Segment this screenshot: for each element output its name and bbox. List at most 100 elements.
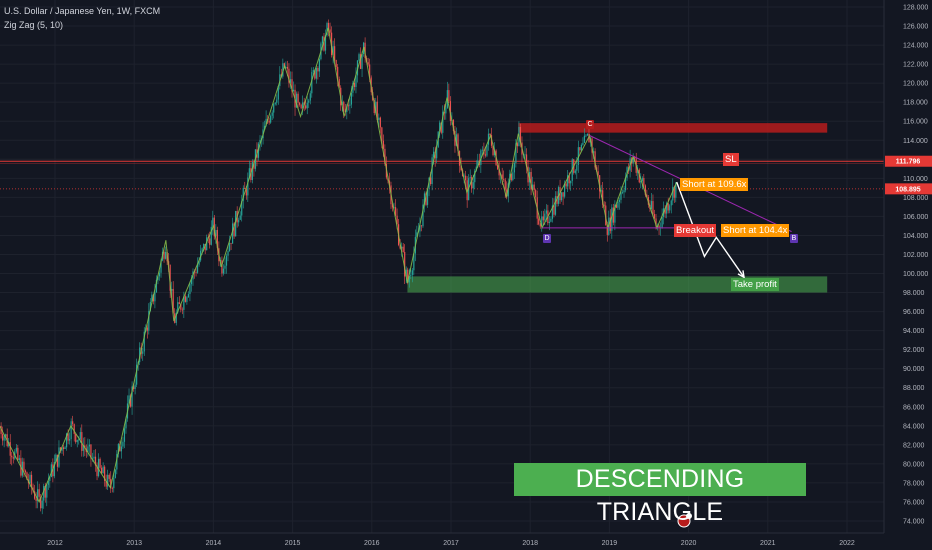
candle-body: [15, 447, 17, 452]
price-tick-label: 98.000: [903, 290, 925, 297]
price-axis[interactable]: 74.000 76.000 78.000 80.000 82.000 84.000 86.0…: [883, 0, 928, 533]
candle-body: [583, 135, 586, 143]
pattern-title: DESCENDING TRIANGLE: [514, 463, 806, 526]
candle-body: [97, 458, 100, 477]
candle-body: [664, 208, 666, 214]
candle-body: [550, 218, 552, 222]
candle-body: [35, 498, 37, 501]
candle-body: [545, 210, 547, 214]
candle-body: [576, 165, 578, 171]
candle-body: [419, 225, 421, 232]
price-tick-label: 94.000: [903, 328, 925, 335]
indicator-label[interactable]: Zig Zag (5, 10): [4, 20, 64, 30]
candle-body: [600, 190, 602, 192]
event-icon[interactable]: [677, 513, 692, 528]
candle-body: [299, 102, 301, 105]
time-axis[interactable]: 2012 2013 2014 2015 2016 2017 2018 2019 2020 2021…: [0, 532, 884, 547]
candle-body: [586, 133, 589, 136]
candle-body: [265, 118, 267, 126]
candle-body: [318, 59, 321, 72]
candle-body: [50, 464, 52, 477]
candle-body: [527, 166, 529, 183]
candle-body: [12, 457, 14, 459]
candle-body: [222, 268, 225, 274]
price-tick-label: 82.000: [903, 442, 925, 449]
candle-body: [132, 386, 135, 390]
candle-body: [321, 36, 324, 44]
candle-body: [204, 243, 206, 251]
candle-body: [151, 294, 153, 302]
candle-body: [548, 221, 550, 224]
candle-body: [40, 496, 42, 509]
candle-body: [62, 447, 65, 450]
candle-body: [404, 251, 406, 277]
candle-body: [367, 62, 369, 65]
candle-body: [184, 296, 186, 302]
candle-body: [277, 86, 279, 100]
candle-body: [513, 163, 515, 173]
candle-body: [235, 211, 237, 237]
candle-body: [611, 207, 613, 231]
candle-body: [73, 424, 75, 434]
candle-body: [69, 439, 71, 441]
symbol-title[interactable]: U.S. Dollar / Japanese Yen, 1W, FXCM: [4, 6, 161, 16]
candle-body: [2, 434, 4, 441]
candle-body: [221, 260, 223, 274]
candle-body: [382, 140, 384, 149]
candle-body: [506, 189, 508, 197]
point-d-label: D: [543, 234, 551, 243]
candle-body: [311, 72, 313, 94]
candle-body: [11, 455, 13, 458]
short-label-1: Short at 109.6x: [680, 178, 749, 191]
price-marker-current-price: 108.895: [895, 186, 920, 193]
price-marker-sl-price: 111.796: [896, 159, 921, 166]
zigzag-polyline: [0, 27, 678, 504]
candle-body: [579, 147, 581, 151]
candle-body: [469, 177, 471, 179]
candle-body: [242, 187, 244, 201]
candle-body: [329, 29, 331, 33]
candle-body: [164, 251, 167, 259]
candle-body: [420, 225, 423, 227]
candle-body: [210, 226, 212, 245]
candle-body: [46, 484, 48, 498]
candle-body: [300, 104, 302, 109]
candle-body: [672, 186, 674, 201]
candle-body: [33, 491, 36, 499]
candle-body: [338, 79, 340, 88]
price-tick-label: 76.000: [903, 499, 925, 506]
candle-body: [0, 426, 2, 435]
candle-body: [410, 274, 412, 277]
candle-body: [643, 177, 645, 186]
candle-body: [79, 432, 81, 440]
time-tick-label: 2014: [206, 540, 222, 547]
candle-body: [426, 188, 429, 205]
candle-body: [617, 201, 619, 208]
candle-body: [481, 149, 483, 151]
candle-body: [99, 458, 101, 468]
candle-body: [49, 476, 51, 481]
candle-body: [334, 46, 336, 60]
candle-body: [667, 203, 669, 211]
candle-body: [41, 500, 43, 509]
candle-body: [670, 200, 672, 206]
candle-body: [271, 112, 273, 116]
point-c-label: C: [586, 120, 594, 129]
candle-body: [289, 79, 292, 83]
candle-body: [655, 218, 657, 227]
candle-body: [224, 265, 226, 269]
candle-body: [196, 264, 199, 273]
chart-grid: [0, 0, 884, 533]
candle-body: [96, 465, 98, 477]
candle-body: [577, 147, 579, 166]
candle-body: [288, 68, 290, 83]
candle-body: [177, 302, 179, 313]
candle-body: [59, 447, 62, 451]
candle-body: [327, 23, 330, 30]
candle-body: [524, 154, 526, 156]
candle-body: [439, 122, 441, 132]
candle-body: [448, 90, 450, 102]
candle-body: [61, 447, 63, 451]
candle-body: [82, 445, 84, 451]
